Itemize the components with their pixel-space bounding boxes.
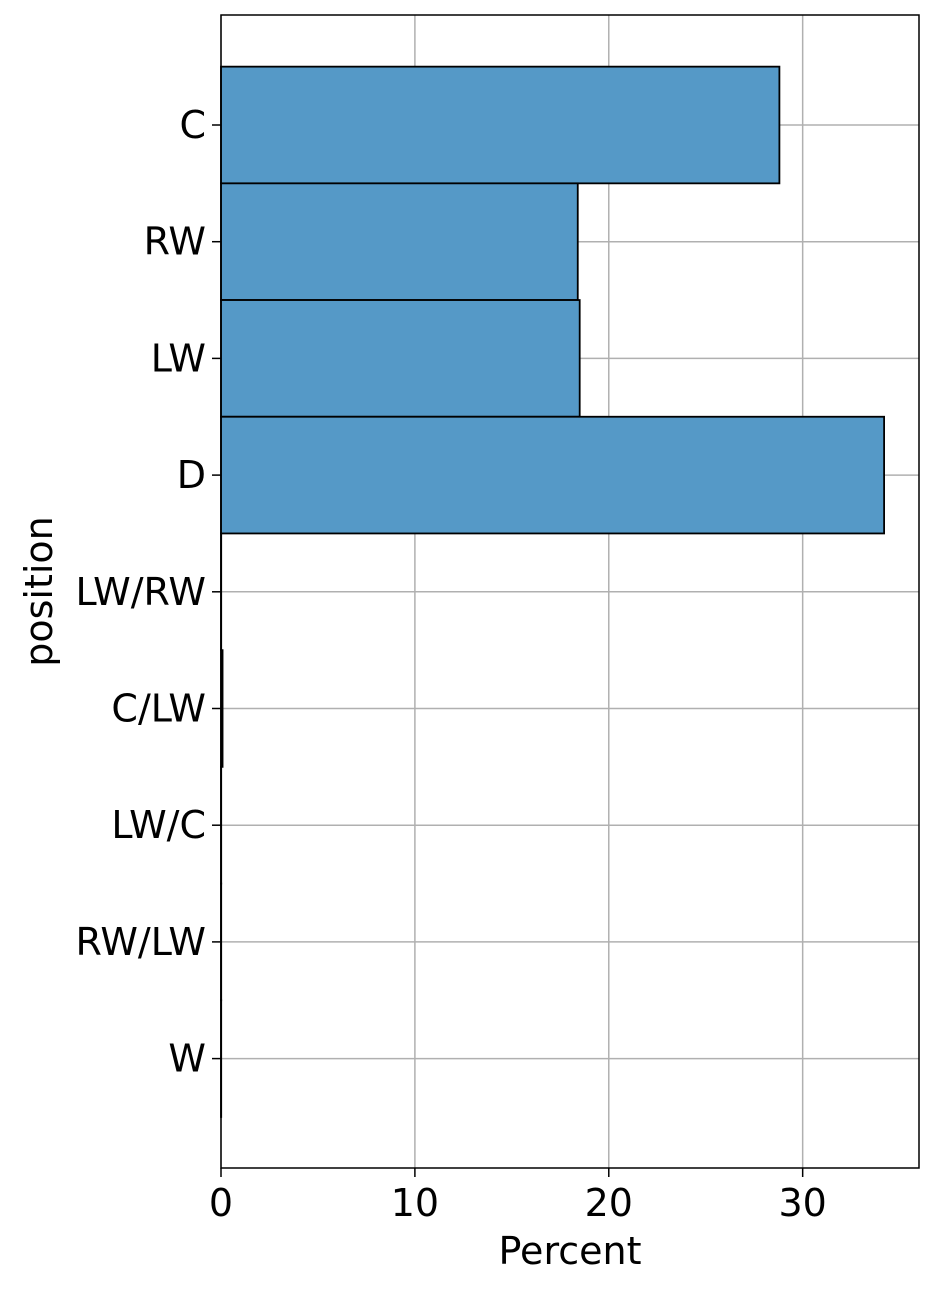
y-axis-label: position [17, 516, 61, 667]
x-tick-label: 0 [209, 1181, 233, 1225]
y-tick-label: C/LW [111, 687, 206, 731]
y-tick-label: RW [144, 220, 206, 264]
y-tick-label: LW [151, 336, 206, 380]
x-tick-label: 20 [585, 1181, 633, 1225]
bar [221, 183, 578, 300]
bar [221, 417, 884, 534]
bar [221, 300, 580, 417]
x-tick-label: 10 [391, 1181, 439, 1225]
x-axis: 0 10 20 30 [209, 1168, 827, 1225]
y-tick-label: W [168, 1037, 206, 1081]
x-axis-label: Percent [499, 1229, 642, 1273]
y-tick-label: LW/C [111, 803, 206, 847]
y-tick-label: LW/RW [76, 570, 207, 614]
bar [221, 67, 779, 184]
y-tick-label: C [179, 103, 206, 147]
x-tick-label: 30 [778, 1181, 826, 1225]
y-tick-label: RW/LW [76, 920, 207, 964]
y-axis: C RW LW D LW/RW C/LW LW/C RW/LW W [76, 103, 222, 1081]
y-tick-label: D [177, 453, 206, 497]
